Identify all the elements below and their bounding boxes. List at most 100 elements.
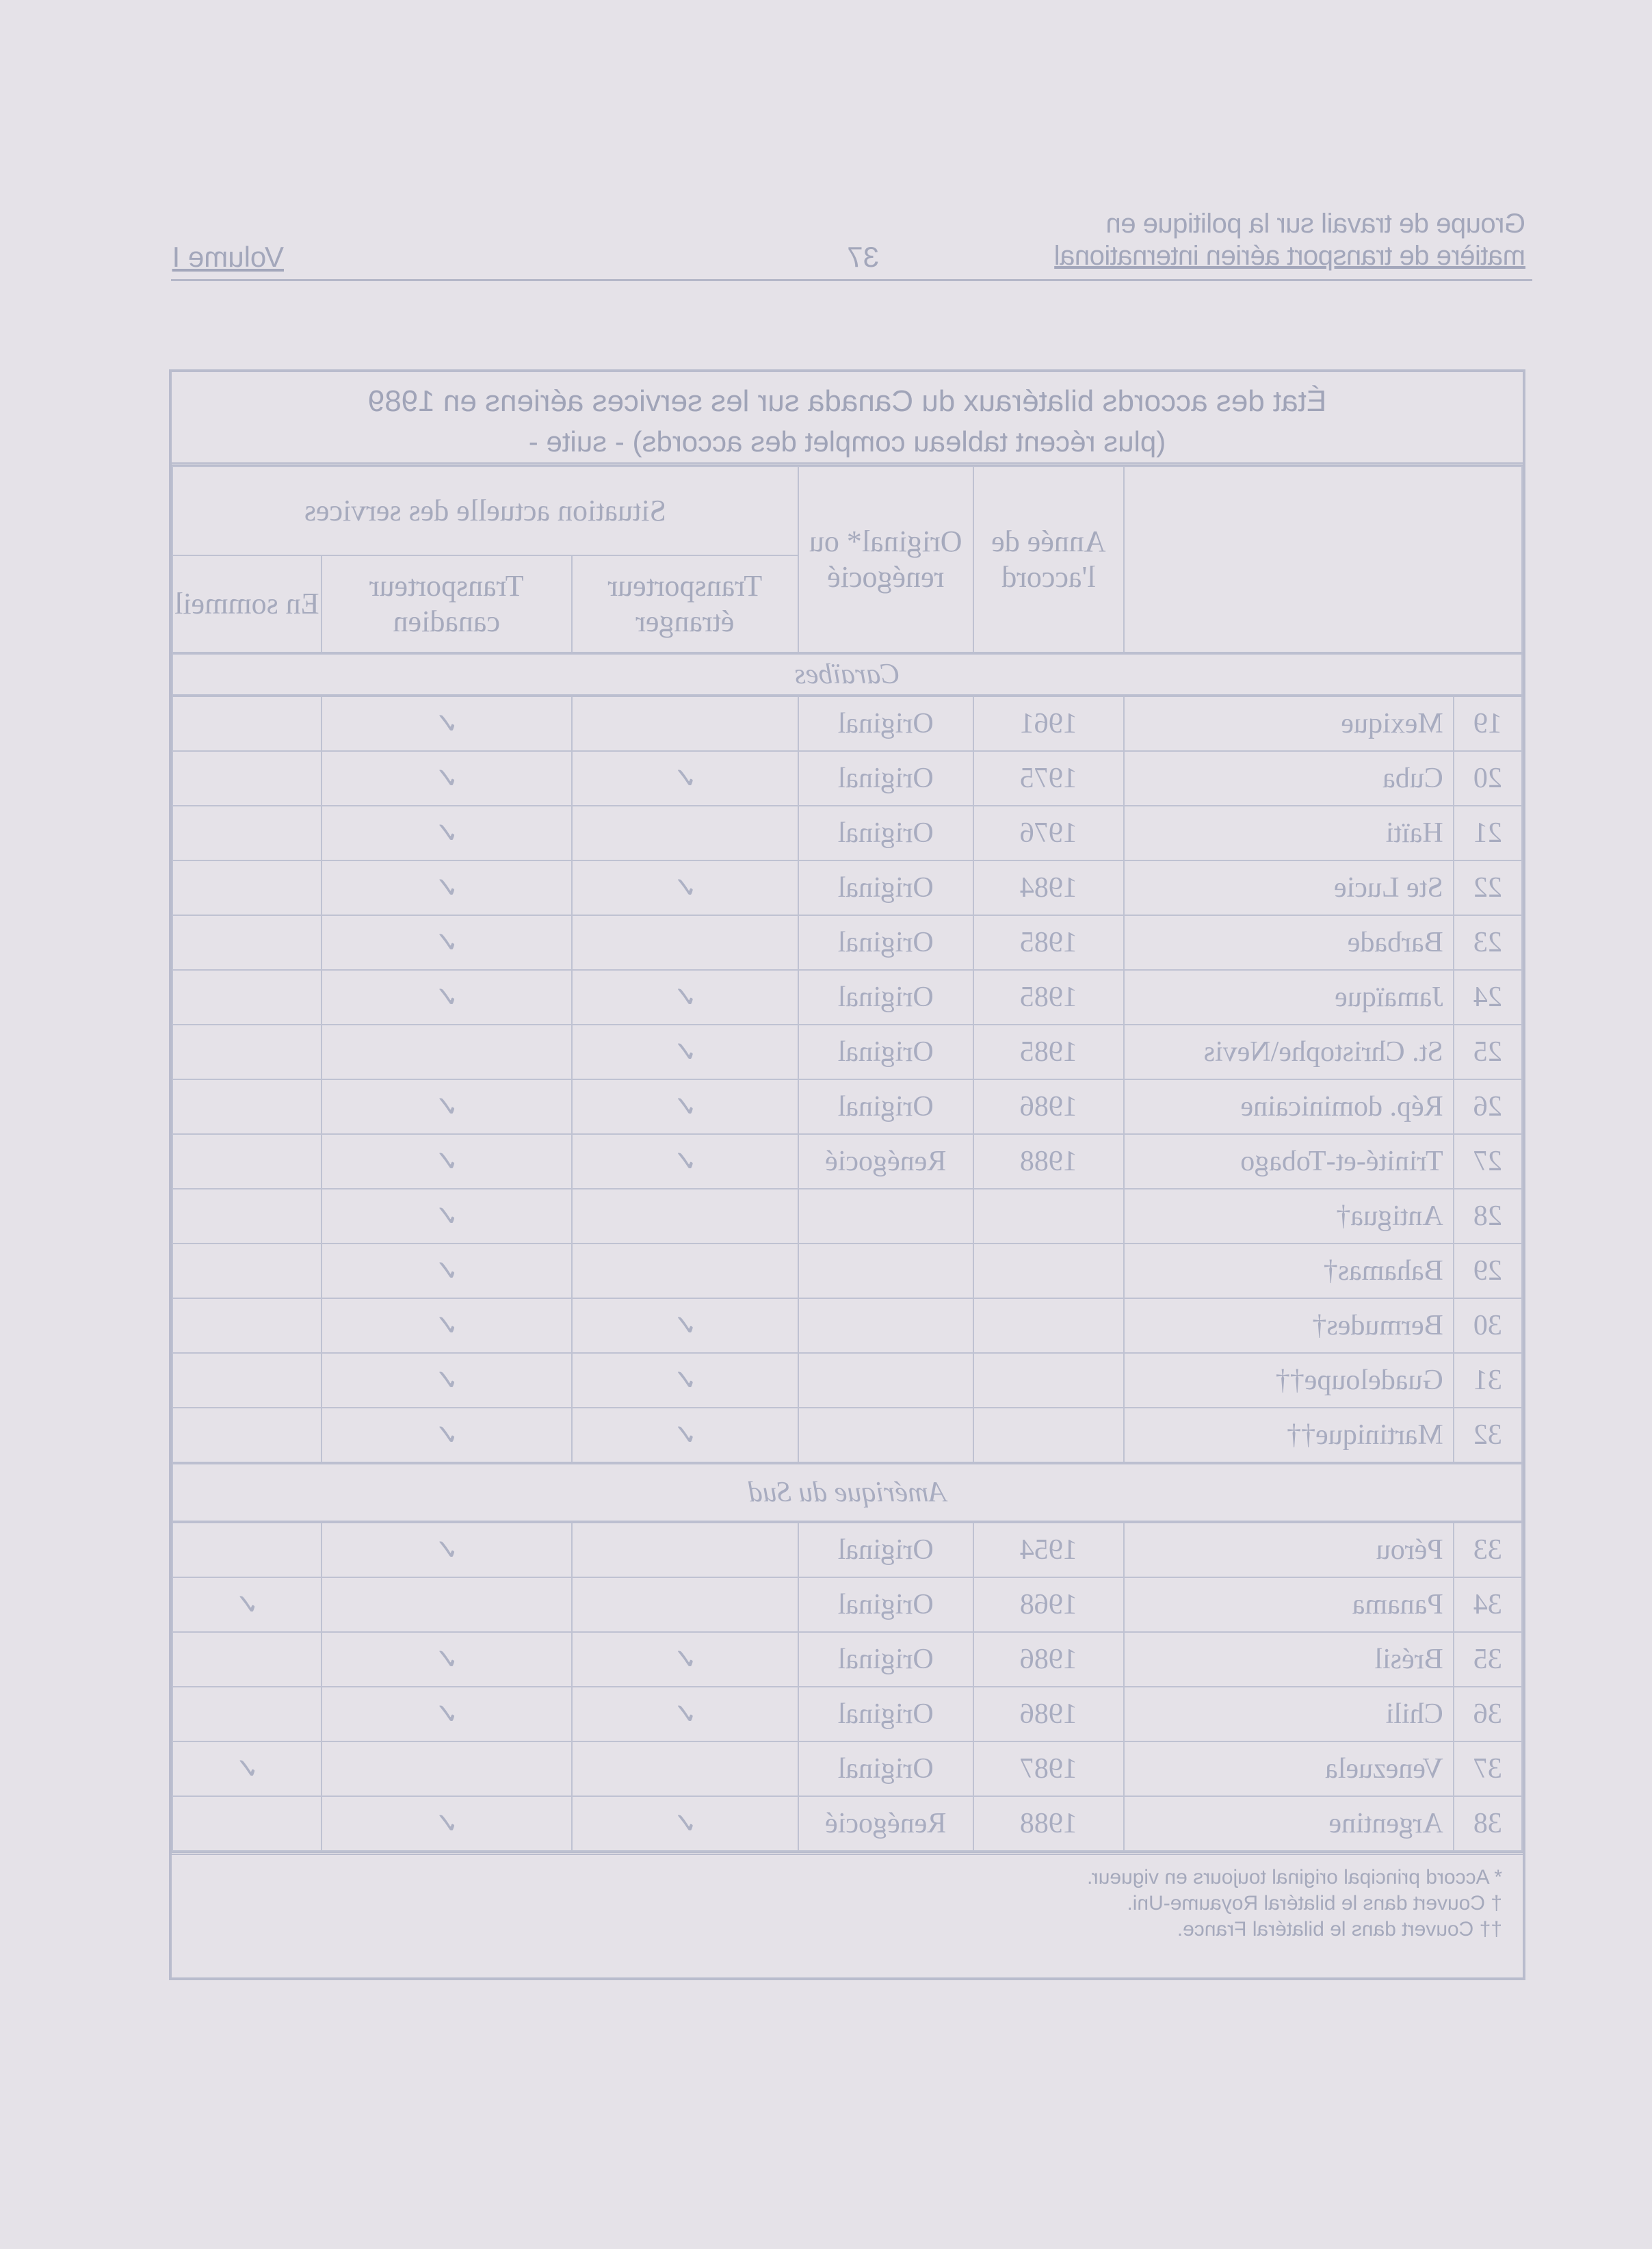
agreement-year bbox=[973, 1189, 1125, 1244]
row-number: 25 bbox=[1453, 1025, 1522, 1079]
agreement-year bbox=[973, 1298, 1125, 1353]
dormant-check-cell bbox=[172, 915, 322, 970]
canadian-carrier-check-cell: ✓ bbox=[321, 806, 572, 860]
agreement-type: Original bbox=[798, 1632, 973, 1687]
table-row: 26 Rép. dominicaine 1986 Original ✓ ✓ bbox=[172, 1079, 1522, 1134]
check-mark-icon: ✓ bbox=[672, 1420, 697, 1451]
foreign-carrier-check-cell: ✓ bbox=[571, 1298, 798, 1353]
agreement-type: Original bbox=[798, 806, 973, 860]
country-name: Brésil bbox=[1124, 1632, 1454, 1687]
foreign-carrier-check-cell: ✓ bbox=[571, 1134, 798, 1189]
canadian-carrier-header: Transporteur canadien bbox=[321, 555, 572, 653]
year-header: Année de l'accord bbox=[973, 466, 1125, 653]
table-row: 20 Cuba 1975 Original ✓ ✓ bbox=[172, 751, 1522, 806]
foreign-carrier-check-cell bbox=[571, 1244, 798, 1298]
agreement-year: 1986 bbox=[973, 1632, 1125, 1687]
canadian-carrier-check-cell: ✓ bbox=[321, 1134, 572, 1189]
country-name: Mexique bbox=[1124, 696, 1454, 751]
dormant-check-cell bbox=[172, 696, 322, 751]
foreign-carrier-check-cell: ✓ bbox=[571, 1025, 798, 1079]
table-row: 27 Trinité-et-Tobago 1988 Renégocié ✓ ✓ bbox=[172, 1134, 1522, 1189]
table-title: État des accords bilatéraux du Canada su… bbox=[367, 384, 1327, 418]
footnote: †† Couvert dans le bilatéral France. bbox=[1177, 1918, 1502, 1941]
foreign-carrier-check-cell: ✓ bbox=[571, 970, 798, 1025]
canadian-carrier-check-cell: ✓ bbox=[321, 1244, 572, 1298]
dormant-check-cell bbox=[172, 1522, 322, 1577]
check-mark-icon: ✓ bbox=[672, 1699, 697, 1731]
agreement-type: Original bbox=[798, 1687, 973, 1741]
check-mark-icon: ✓ bbox=[672, 1037, 697, 1068]
table-row: 36 Chili 1986 Original ✓ ✓ bbox=[172, 1687, 1522, 1741]
country-name: Argentine bbox=[1124, 1796, 1454, 1851]
table-title-block: État des accords bilatéraux du Canada su… bbox=[172, 372, 1523, 466]
table-subtitle: (plus récent tableau complet des accords… bbox=[528, 425, 1166, 458]
canadian-carrier-check-cell: ✓ bbox=[321, 1079, 572, 1134]
foreign-carrier-check-cell bbox=[571, 1577, 798, 1632]
table-row: 34 Panama 1968 Original ✓ bbox=[172, 1577, 1522, 1632]
canadian-carrier-check-cell: ✓ bbox=[321, 751, 572, 806]
check-mark-icon: ✓ bbox=[672, 1146, 697, 1178]
running-header-line1: Groupe de travail sur la politique en bbox=[1106, 209, 1525, 239]
foreign-carrier-check-cell bbox=[571, 1522, 798, 1577]
canadian-carrier-check-cell: ✓ bbox=[321, 1298, 572, 1353]
dormant-header: En sommeil bbox=[172, 555, 322, 653]
dormant-check-cell bbox=[172, 860, 322, 915]
country-name: Barbade bbox=[1124, 915, 1454, 970]
canadian-carrier-check-cell: ✓ bbox=[321, 1632, 572, 1687]
agreement-year: 1986 bbox=[973, 1687, 1125, 1741]
foreign-carrier-check-cell bbox=[571, 696, 798, 751]
dormant-check-cell bbox=[172, 1353, 322, 1408]
table-row: 21 Haïti 1976 Original ✓ bbox=[172, 806, 1522, 860]
canadian-carrier-check-cell: ✓ bbox=[321, 970, 572, 1025]
table-row: 23 Barbade 1985 Original ✓ bbox=[172, 915, 1522, 970]
dormant-check-cell bbox=[172, 1408, 322, 1463]
volume-label: Volume I bbox=[172, 241, 284, 273]
row-number: 23 bbox=[1453, 915, 1522, 970]
check-mark-icon: ✓ bbox=[434, 1535, 459, 1566]
agreement-year: 1985 bbox=[973, 915, 1125, 970]
canadian-carrier-check-cell: ✓ bbox=[321, 1796, 572, 1851]
agreement-type: Renégocié bbox=[798, 1796, 973, 1851]
footnote: * Accord principal original toujours en … bbox=[1086, 1866, 1502, 1889]
section-name: Caraïbes bbox=[172, 653, 1522, 696]
agreement-year: 1968 bbox=[973, 1577, 1125, 1632]
row-number: 29 bbox=[1453, 1244, 1522, 1298]
agreement-type bbox=[798, 1298, 973, 1353]
row-number: 24 bbox=[1453, 970, 1522, 1025]
row-number: 28 bbox=[1453, 1189, 1522, 1244]
dormant-check-cell bbox=[172, 1632, 322, 1687]
canadian-carrier-check-cell bbox=[321, 1741, 572, 1796]
check-mark-icon: ✓ bbox=[434, 1809, 459, 1840]
agreement-type: Original bbox=[798, 1741, 973, 1796]
check-mark-icon: ✓ bbox=[672, 982, 697, 1014]
foreign-carrier-check-cell: ✓ bbox=[571, 1079, 798, 1134]
dormant-check-cell bbox=[172, 1298, 322, 1353]
agreement-type: Original bbox=[798, 1025, 973, 1079]
canadian-carrier-check-cell: ✓ bbox=[321, 1408, 572, 1463]
check-mark-icon: ✓ bbox=[434, 1420, 459, 1451]
dormant-check-cell bbox=[172, 1687, 322, 1741]
country-name: Ste Lucie bbox=[1124, 860, 1454, 915]
country-name: Haïti bbox=[1124, 806, 1454, 860]
agreement-type bbox=[798, 1244, 973, 1298]
section-header-row: Amérique du Sud bbox=[172, 1463, 1522, 1522]
table-row: 37 Venezuela 1987 Original ✓ bbox=[172, 1741, 1522, 1796]
agreement-type: Original bbox=[798, 1522, 973, 1577]
canadian-carrier-check-cell: ✓ bbox=[321, 860, 572, 915]
row-number: 32 bbox=[1453, 1408, 1522, 1463]
page-number: 37 bbox=[847, 241, 879, 273]
canadian-carrier-check-cell: ✓ bbox=[321, 1687, 572, 1741]
agreement-year: 1976 bbox=[973, 806, 1125, 860]
table-row: 33 Pérou 1954 Original ✓ bbox=[172, 1522, 1522, 1577]
section-name: Amérique du Sud bbox=[172, 1463, 1522, 1522]
row-number: 33 bbox=[1453, 1522, 1522, 1577]
check-mark-icon: ✓ bbox=[434, 1092, 459, 1123]
country-name: Pérou bbox=[1124, 1522, 1454, 1577]
foreign-carrier-check-cell: ✓ bbox=[571, 860, 798, 915]
table-row: 19 Mexique 1961 Original ✓ bbox=[172, 696, 1522, 751]
agreement-type: Renégocié bbox=[798, 1134, 973, 1189]
header-rule bbox=[171, 279, 1532, 281]
row-number: 20 bbox=[1453, 751, 1522, 806]
check-mark-icon: ✓ bbox=[434, 928, 459, 959]
dormant-check-cell: ✓ bbox=[172, 1577, 322, 1632]
